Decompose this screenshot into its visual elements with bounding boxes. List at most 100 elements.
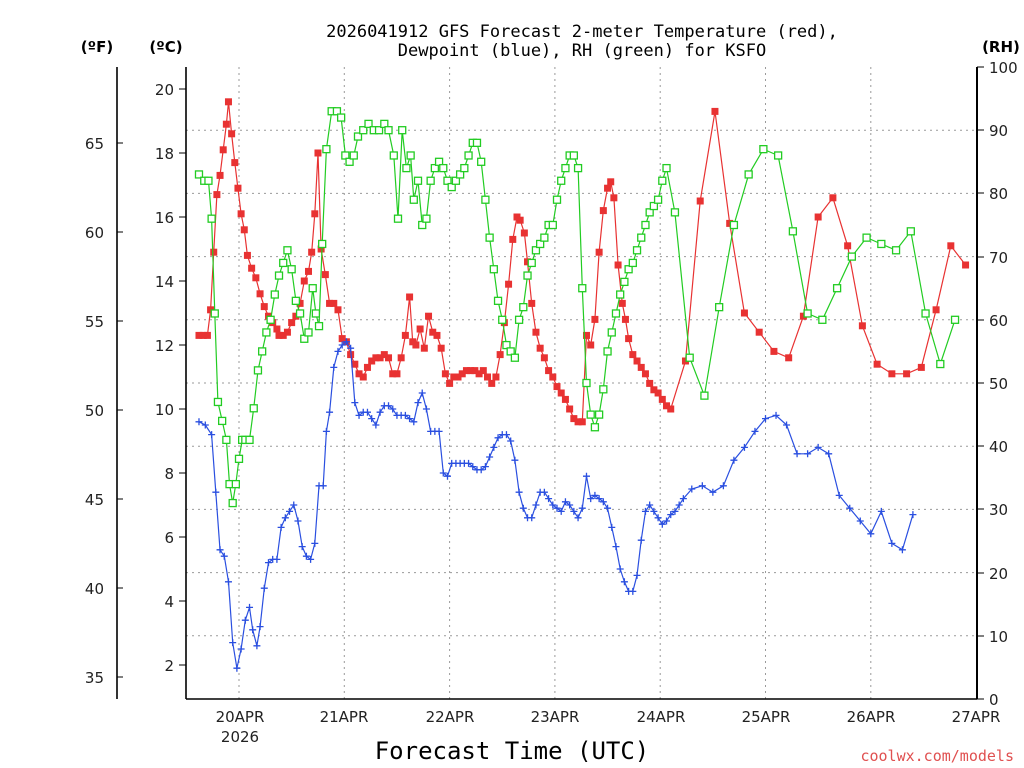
dewpoint-point [825,450,833,458]
temperature-point [338,335,346,343]
temperature-point [492,373,500,381]
rh-tick-label: 50 [989,375,1008,393]
rh-point [921,309,930,318]
rh-point [460,163,469,173]
f-tick-label: 60 [85,224,104,242]
temperature-point [450,373,458,381]
c-tick-label: 18 [155,145,174,163]
rh-tick-label: 40 [989,438,1008,456]
dewpoint-point [608,523,616,531]
dewpoint-point [856,517,864,525]
rh-point [455,170,465,179]
rh-point [262,328,271,337]
temperature-point [549,373,557,381]
c-tick-label: 20 [155,81,174,99]
temperature-point [237,210,245,218]
rh-point [670,208,680,217]
f-tick-label: 35 [85,669,104,687]
rh-point [531,246,541,255]
temperature-point [545,367,553,375]
dewpoint-point [633,571,641,579]
dewpoint-point [435,427,443,435]
grid-lines [186,67,977,699]
rh-point [540,233,549,242]
temperature-point [292,312,300,320]
rh-point [561,163,570,173]
rh-point [548,220,557,230]
rh-point [389,151,398,160]
dewpoint-point [368,415,376,423]
rh-point [409,195,418,204]
x-tick-label: 27APR [952,708,1001,726]
temperature-point [273,325,281,333]
rh-point [803,309,812,318]
temperature-point [595,248,603,256]
rh-point [300,334,309,343]
dewpoint-point [201,421,209,429]
temperature-point [228,130,236,138]
temperature-point [308,248,316,256]
dewpoint-point [372,421,380,429]
temperature-point [199,331,207,339]
rh-point [773,151,783,160]
rh-axis-label: (RH) [982,38,1020,56]
dewpoint-point [578,504,586,512]
dewpoint-point [376,408,384,416]
dewpoint-point [751,427,759,435]
temperature-point [570,415,578,423]
chart-title-line-2: Dewpoint (blue), RH (green) for KSFO [398,41,766,61]
temperature-point [532,328,540,336]
fahrenheit-ticks: 35 40 45 50 55 60 65 [85,135,123,687]
temperature-point [334,306,342,314]
dewpoint-point [422,405,430,413]
temperature-point [888,370,896,378]
rh-point [228,498,237,508]
dewpoint-point [688,485,696,493]
temperature-point [711,107,719,115]
temperature-point [932,306,940,314]
rh-point [308,284,317,293]
dewpoint-point [363,408,371,416]
rh-point [607,328,616,337]
c-tick-label: 4 [164,593,174,611]
rh-point [514,315,524,324]
temperature-point [458,370,466,378]
temperature-point [475,370,483,378]
rh-point [345,157,354,166]
temperature-point [641,370,649,378]
x-tick-label: 25APR [742,708,791,726]
temperature-point [484,373,492,381]
temperature-point [401,331,409,339]
rh-point [481,195,490,204]
temperature-point [557,389,565,397]
dewpoint-point [698,482,706,490]
dewpoint-point [553,504,561,512]
temperature-point [561,395,569,403]
dewpoint-point [229,639,237,647]
dewpoint-point [477,466,485,474]
rh-point [472,138,482,147]
rh-point [336,113,346,122]
rh-point [552,195,562,204]
temperature-point [222,120,230,128]
c-tick-label: 8 [164,465,174,483]
rh-point [213,397,223,407]
dewpoint-point [334,347,342,355]
rh-point [314,321,324,331]
temperature-point [380,351,388,359]
rh-point [353,132,363,141]
f-tick-label: 45 [85,491,104,509]
temperature-point [566,405,574,413]
dewpoint-point [515,488,523,496]
rh-point [434,157,444,166]
dewpoint-point [604,504,612,512]
rh-point [662,163,671,173]
temperature-point [311,210,319,218]
rh-point [270,290,279,299]
dewpoint-point [532,501,540,509]
dewpoint-point [814,443,822,451]
rh-point [506,347,515,356]
dewpoint-point [481,463,489,471]
temperature-point [240,226,248,234]
rh-point [624,265,633,274]
